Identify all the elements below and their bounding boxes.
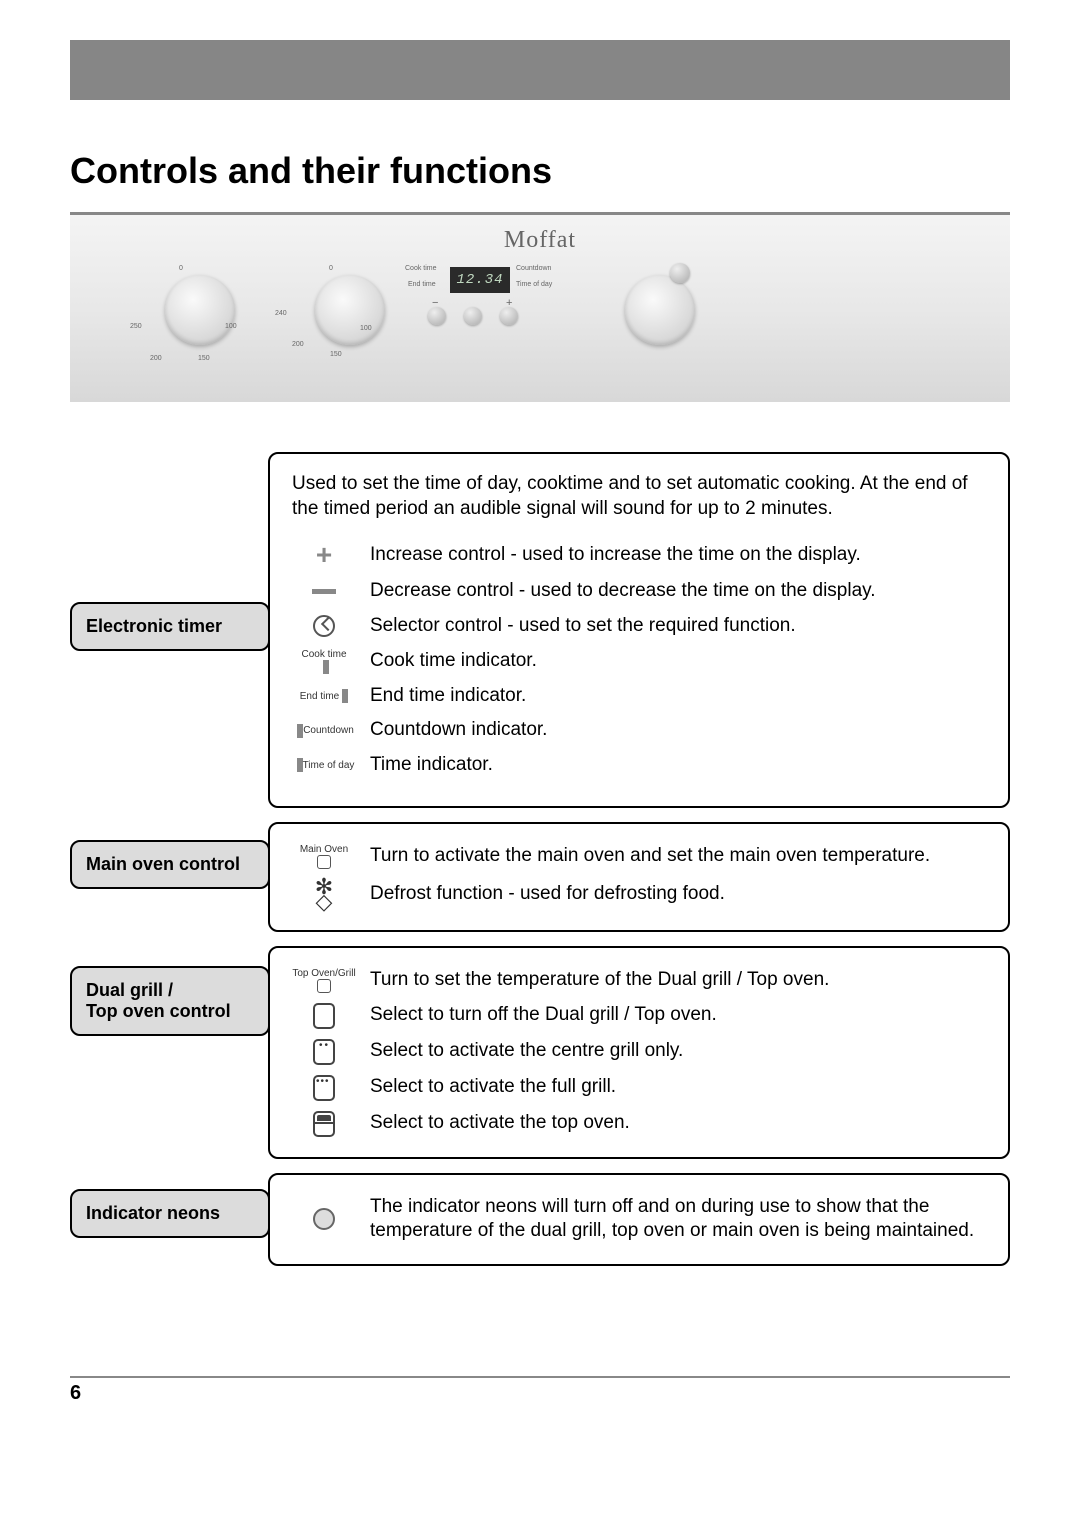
grill-label: Dual grill / Top oven control (70, 966, 270, 1036)
timer-tod-text: Time indicator. (370, 753, 986, 778)
timer-endtime-text: End time indicator. (370, 684, 986, 709)
panel-tod: Time of day (516, 281, 552, 288)
grill-topoven-row: Select to activate the top oven. (292, 1111, 986, 1137)
grill-off-text: Select to turn off the Dual grill / Top … (370, 1003, 986, 1028)
dial-zero: 0 (179, 265, 183, 272)
dial-100: 100 (225, 323, 237, 330)
timer-cooktime-text: Cook time indicator. (370, 649, 986, 674)
grill-centre-row: Select to activate the centre grill only… (292, 1039, 986, 1065)
timeofday-icon: Time of day (292, 758, 356, 772)
timer-intro: Used to set the time of day, cooktime an… (292, 472, 986, 521)
header-bar (70, 40, 1010, 100)
neon-indicator-icon (670, 263, 690, 283)
grill-full-row: Select to activate the full grill. (292, 1075, 986, 1101)
endtime-icon: End time (292, 689, 356, 703)
timer-selector-text: Selector control - used to set the requi… (370, 614, 986, 639)
main-oven-defrost-text: Defrost function - used for defrosting f… (370, 882, 986, 907)
grill-label-l2: Top oven control (86, 1001, 231, 1021)
off-icon (292, 1003, 356, 1029)
panel-cooktime: Cook time (405, 265, 437, 272)
control-panel-image: Moffat 0 250 200 150 100 0 240 200 150 1… (70, 212, 1010, 402)
dial-200: 200 (150, 355, 162, 362)
top-oven-dial (315, 275, 385, 345)
timer-increase-text: Increase control - used to increase the … (370, 543, 986, 568)
timer-display: 12.34 (450, 267, 510, 293)
section-indicator-neons: Indicator neons The indicator neons will… (70, 1173, 1010, 1266)
countdown-icon: Countdown (292, 724, 356, 738)
neons-row: The indicator neons will turn off and on… (292, 1195, 986, 1244)
top-oven-icon (292, 1111, 356, 1137)
timer-cooktime-row: Cook time Cook time indicator. (292, 649, 986, 674)
timer-buttons (428, 307, 518, 325)
full-grill-icon (292, 1075, 356, 1101)
grill-dial (625, 275, 695, 345)
main-oven-label: Main oven control (70, 840, 270, 889)
main-oven-icon: Main Oven (292, 844, 356, 869)
dial-150: 150 (198, 355, 210, 362)
grill-turn-text: Turn to set the temperature of the Dual … (370, 968, 986, 993)
grill-topoven-text: Select to activate the top oven. (370, 1111, 986, 1136)
grill-label-l1: Dual grill / (86, 980, 173, 1000)
section-main-oven: Main oven control Main Oven Turn to acti… (70, 822, 1010, 932)
main-oven-turn-row: Main Oven Turn to activate the main oven… (292, 844, 986, 869)
cooktime-icon: Cook time (292, 649, 356, 674)
section-dual-grill: Dual grill / Top oven control Top Oven/G… (70, 946, 1010, 1159)
neons-label: Indicator neons (70, 1189, 270, 1238)
grill-centre-text: Select to activate the centre grill only… (370, 1039, 986, 1064)
dial2-200: 200 (292, 341, 304, 348)
main-oven-turn-text: Turn to activate the main oven and set t… (370, 844, 986, 869)
timer-decrease-row: Decrease control - used to decrease the … (292, 579, 986, 604)
neons-text: The indicator neons will turn off and on… (370, 1195, 986, 1244)
main-oven-dial (165, 275, 235, 345)
neon-circle-icon (292, 1208, 356, 1230)
panel-endtime: End time (408, 281, 436, 288)
timer-label: Electronic timer (70, 602, 270, 651)
dial2-zero: 0 (329, 265, 333, 272)
minus-icon (292, 589, 356, 594)
dial-250: 250 (130, 323, 142, 330)
timer-selector-row: Selector control - used to set the requi… (292, 614, 986, 639)
top-oven-grill-icon: Top Oven/Grill (292, 968, 356, 993)
page-footer: 6 (70, 1376, 1010, 1405)
grill-turn-row: Top Oven/Grill Turn to set the temperatu… (292, 968, 986, 993)
timer-increase-row: + Increase control - used to increase th… (292, 541, 986, 569)
plus-icon: + (292, 541, 356, 569)
timer-countdown-text: Countdown indicator. (370, 718, 986, 743)
timer-countdown-row: Countdown Countdown indicator. (292, 718, 986, 743)
timer-tod-row: Time of day Time indicator. (292, 753, 986, 778)
main-oven-defrost-row: ✻◇ Defrost function - used for defrostin… (292, 879, 986, 910)
dial2-100: 100 (360, 325, 372, 332)
brand-label: Moffat (504, 227, 576, 254)
grill-off-row: Select to turn off the Dual grill / Top … (292, 1003, 986, 1029)
section-electronic-timer: Electronic timer Used to set the time of… (70, 452, 1010, 808)
selector-icon (292, 615, 356, 637)
page-number: 6 (70, 1382, 81, 1404)
page-title: Controls and their functions (70, 150, 1010, 192)
centre-grill-icon (292, 1039, 356, 1065)
panel-countdown: Countdown (516, 265, 551, 272)
grill-full-text: Select to activate the full grill. (370, 1075, 986, 1100)
timer-endtime-row: End time End time indicator. (292, 684, 986, 709)
timer-decrease-text: Decrease control - used to decrease the … (370, 579, 986, 604)
dial2-150: 150 (330, 351, 342, 358)
dial2-240: 240 (275, 310, 287, 317)
defrost-icon: ✻◇ (292, 879, 356, 910)
